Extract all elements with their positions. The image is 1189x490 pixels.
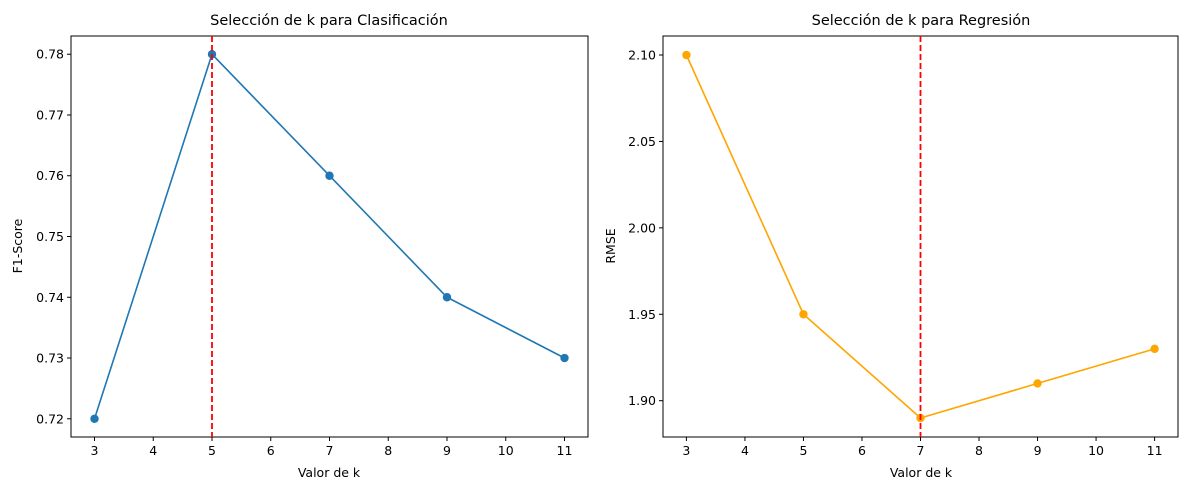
x-tick-label: 5 (799, 443, 807, 458)
x-tick-label: 11 (557, 443, 573, 458)
y-tick-label: 0.78 (36, 47, 64, 62)
y-tick-label: 2.00 (628, 220, 656, 235)
x-tick-label: 5 (208, 443, 216, 458)
x-tick-label: 4 (149, 443, 157, 458)
series-line (93, 53, 565, 420)
x-tick-label: 3 (682, 443, 690, 458)
chart-regression: Selección de k para Regresión Valor de k… (603, 13, 1179, 480)
data-point (1033, 379, 1042, 388)
x-tick-label: 7 (326, 443, 334, 458)
y-tick-label: 2.05 (628, 134, 656, 149)
data-point (442, 293, 452, 302)
y-tick-label: 1.90 (628, 393, 656, 408)
x-tick-label: 6 (858, 443, 866, 458)
x-tick-label: 7 (917, 443, 925, 458)
y-tick-label: 1.95 (628, 307, 656, 322)
data-point (90, 414, 99, 423)
x-axis-label: Valor de k (298, 465, 361, 480)
y-tick-label: 0.76 (36, 168, 64, 183)
x-tick-label: 8 (384, 443, 392, 458)
y-tick-label: 0.77 (36, 107, 64, 122)
x-tick-label: 3 (91, 443, 99, 458)
x-tick-label: 9 (1034, 443, 1042, 458)
y-axis-label: RMSE (603, 228, 618, 263)
data-point (799, 310, 808, 319)
y-tick-label: 0.73 (36, 351, 64, 366)
x-tick-label: 10 (1088, 443, 1104, 458)
data-point (560, 353, 569, 363)
axes-frame (70, 35, 589, 438)
data-point (682, 50, 691, 60)
x-tick-label: 11 (1147, 443, 1163, 458)
y-tick-label: 0.72 (36, 411, 64, 426)
chart-classification: Selección de k para Clasificación Valor … (10, 13, 589, 480)
data-point (1150, 344, 1159, 354)
y-tick-label: 0.75 (36, 229, 64, 244)
x-tick-label: 8 (975, 443, 983, 458)
chart-title: Selección de k para Regresión (812, 13, 1031, 29)
x-axis-label: Valor de k (890, 465, 953, 480)
y-tick-label: 0.74 (36, 290, 64, 305)
x-tick-label: 6 (267, 443, 275, 458)
data-point (325, 171, 334, 180)
x-tick-label: 4 (741, 443, 749, 458)
x-tick-label: 9 (443, 443, 451, 458)
chart-title: Selección de k para Clasificación (210, 13, 448, 29)
y-axis-label: F1-Score (10, 218, 25, 273)
x-tick-label: 10 (498, 443, 514, 458)
y-tick-label: 2.10 (628, 48, 656, 63)
